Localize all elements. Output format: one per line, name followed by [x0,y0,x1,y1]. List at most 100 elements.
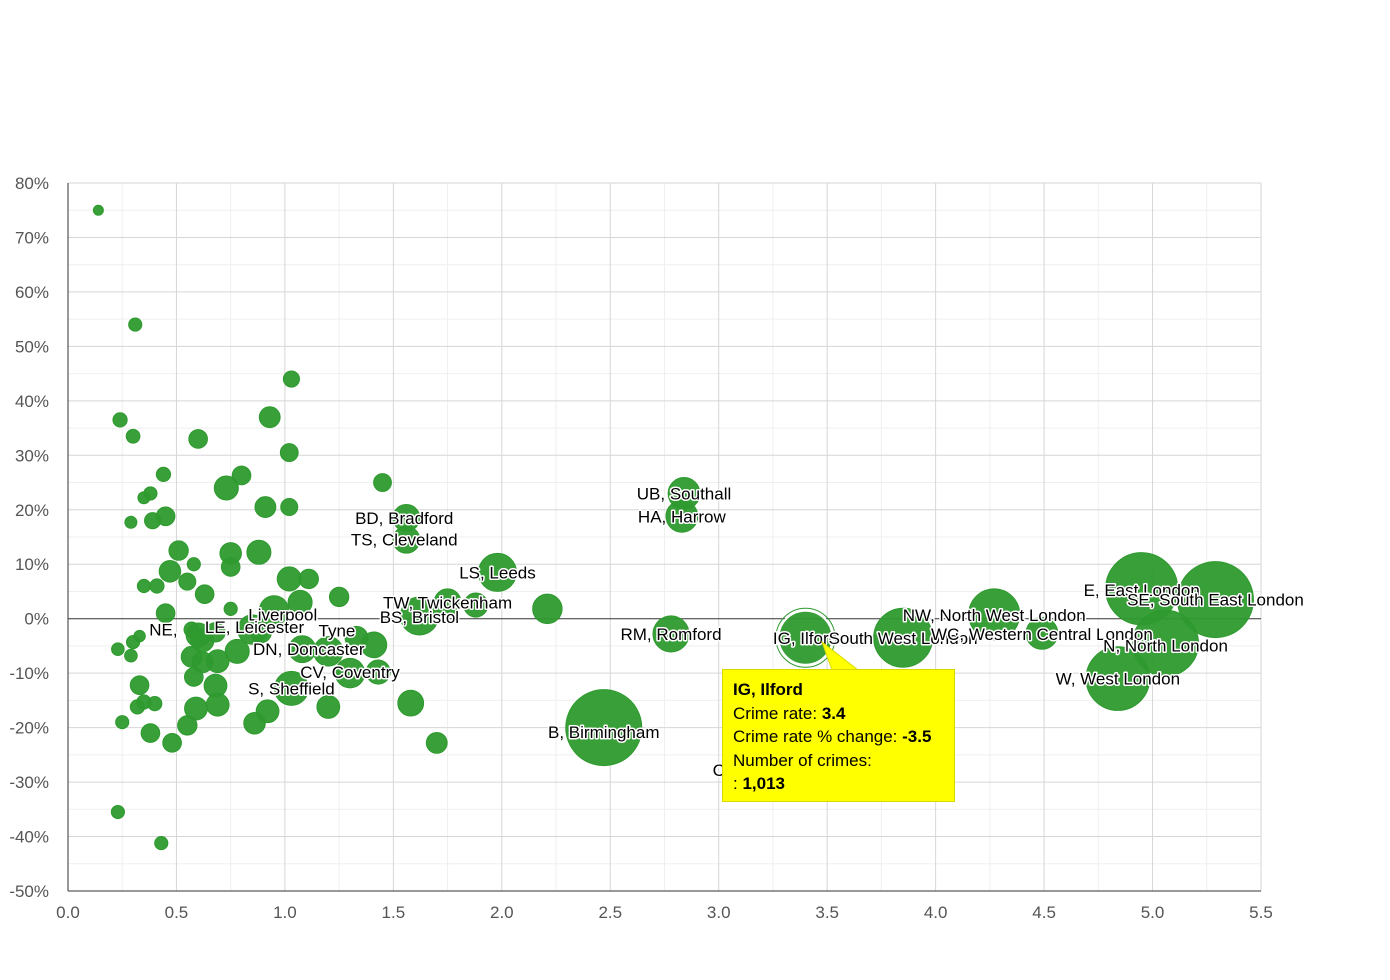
bubble[interactable] [250,621,272,644]
bubble[interactable] [136,578,152,594]
chart-axes: 0.0 0.5 1.0 1.5 2.0 2.5 3.0 3.5 4.0 4.5 5.0 5.5 80% 7… [9,174,1273,922]
bubble[interactable] [137,491,151,505]
bubble[interactable] [298,568,319,590]
bubble[interactable] [183,621,200,638]
bubble[interactable] [243,712,266,735]
bubble[interactable] [565,689,643,767]
bubble[interactable] [213,475,239,501]
bubble[interactable] [162,733,182,753]
bubble[interactable] [125,635,141,650]
bubble[interactable] [205,692,230,717]
bubble-label: BD, Bradford [355,509,453,528]
bubble[interactable] [1132,609,1199,677]
bubble[interactable] [1025,616,1059,650]
bubble[interactable] [316,695,341,719]
bubble[interactable] [532,593,563,625]
bubble[interactable] [183,667,204,687]
bubble[interactable] [128,317,143,332]
bubble[interactable] [392,525,421,554]
bubble-label: NE, [149,621,177,640]
bubble[interactable] [1176,561,1254,639]
bubble[interactable] [177,715,198,736]
bubble[interactable] [258,406,281,429]
x-tick-label: 3.5 [815,903,839,922]
bubble[interactable] [477,552,517,592]
bubble[interactable] [125,428,141,444]
bubble-label: WC, Western Central London [931,625,1153,644]
y-tick-label: -10% [9,664,49,683]
bubble[interactable] [220,557,241,577]
bubble[interactable] [665,499,699,533]
bubble[interactable] [246,539,272,565]
bubble[interactable] [110,804,125,820]
bubble[interactable] [129,699,146,715]
x-tick-label: 0.0 [56,903,80,922]
bubble[interactable] [365,659,391,685]
bubble[interactable] [111,642,125,656]
bubble[interactable] [397,689,425,717]
bubble[interactable] [154,835,169,851]
highlighted-bubble[interactable] [777,609,834,666]
bubble[interactable] [205,622,226,643]
tooltip-change-row: Crime rate % change: -3.5 [733,725,944,749]
bubble[interactable] [188,429,208,449]
bubble[interactable] [873,607,934,668]
bubble[interactable] [280,498,299,517]
y-tick-label: 80% [15,174,49,193]
bubble[interactable] [360,631,388,659]
bubble[interactable] [433,588,462,617]
bubble[interactable] [328,586,350,608]
bubble[interactable] [205,649,230,674]
x-tick-label: 5.0 [1141,903,1165,922]
bubble[interactable] [1085,646,1151,711]
bubble[interactable] [334,657,366,689]
bubble[interactable] [652,615,690,653]
bubble[interactable] [276,566,302,592]
bubble[interactable] [968,588,1021,641]
bubble[interactable] [124,648,138,663]
bubble[interactable] [463,592,489,618]
bubble[interactable] [168,540,189,561]
bubble[interactable] [124,515,138,529]
bubble[interactable] [287,589,313,615]
bubble[interactable] [254,496,277,518]
bubble[interactable] [112,412,128,428]
y-tick-label: -50% [9,882,49,901]
bubble[interactable] [425,731,448,754]
tooltip-pointer [820,640,860,671]
bubble[interactable] [129,675,150,695]
y-tick-label: 20% [15,501,49,520]
tooltip-rate-value: 3.4 [821,703,846,723]
bubble[interactable] [178,572,197,591]
bubble[interactable] [186,557,201,572]
bubble[interactable] [158,560,182,583]
bubble[interactable] [279,443,299,462]
y-tick-label: 10% [15,555,49,574]
bubble[interactable] [92,204,104,216]
bubble[interactable] [313,636,344,667]
bubble[interactable] [140,723,161,743]
bubble[interactable] [147,696,163,712]
bubble-label: N, North London [1103,636,1228,655]
bubble[interactable] [155,466,172,482]
bubble[interactable] [115,715,130,730]
bubble-label: B, Birmingham [548,723,659,742]
bubble[interactable] [144,512,162,530]
bubble[interactable] [282,370,300,388]
bubble[interactable] [373,473,392,492]
bubble[interactable] [223,601,238,616]
bubble[interactable] [399,596,439,636]
tooltip-change-label: Crime rate % change: [733,727,898,746]
bubble[interactable] [194,584,215,604]
tooltip-rate-label: Crime rate: [733,703,818,723]
y-tick-label: 0% [24,610,49,629]
bubble[interactable] [155,603,176,624]
bubble-label: E, East London [1084,581,1200,600]
bubble[interactable] [149,578,165,594]
bubble[interactable] [224,638,250,664]
bubble[interactable] [273,670,309,706]
bubble[interactable] [231,465,252,486]
bubble[interactable] [258,595,290,626]
bubble-label: LE, Leicester [205,618,305,637]
